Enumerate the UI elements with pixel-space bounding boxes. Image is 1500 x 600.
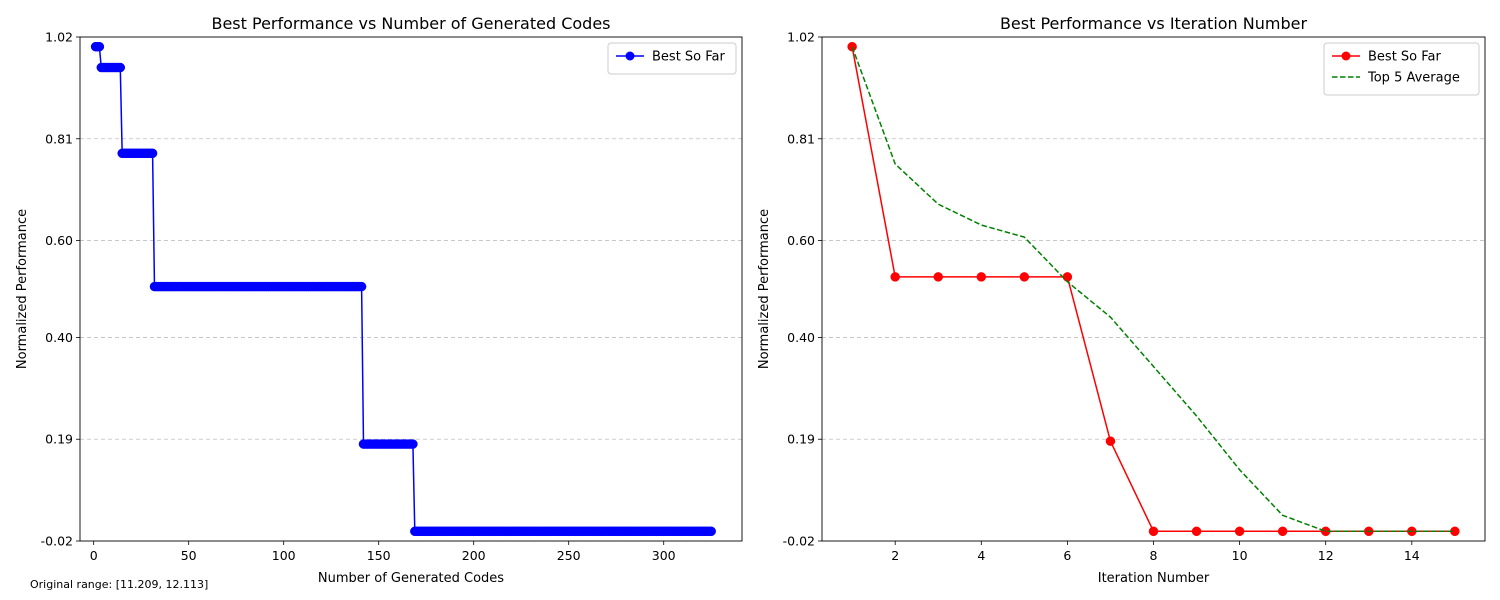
y-tick-label: 0.60: [45, 233, 73, 248]
data-point: [408, 439, 418, 449]
y-tick-label: 0.60: [787, 233, 815, 248]
legend-box: [1323, 42, 1480, 96]
y-tick-label: 0.81: [45, 131, 73, 146]
x-tick-label: 4: [977, 548, 985, 563]
data-point: [1191, 526, 1202, 537]
data-point: [1062, 272, 1073, 282]
y-tick-label: -0.02: [41, 534, 73, 549]
legend-marker: [1341, 51, 1351, 61]
x-tick-label: 50: [181, 548, 197, 563]
x-tick-label: 200: [462, 548, 486, 563]
x-axis-label: Number of Generated Codes: [318, 571, 504, 586]
x-tick-label: 250: [557, 548, 581, 563]
chart-title: Best Performance vs Iteration Number: [1000, 14, 1308, 33]
x-axis-label: Iteration Number: [1098, 571, 1210, 586]
data-point: [1105, 436, 1116, 446]
y-tick-label: 0.19: [787, 432, 815, 447]
plot-frame: [79, 36, 743, 542]
y-tick-label: 0.81: [787, 131, 815, 146]
y-tick-label: 0.19: [45, 432, 73, 447]
legend-marker: [625, 51, 635, 61]
data-point: [356, 281, 367, 292]
data-point: [1234, 526, 1245, 537]
plot-frame: [821, 36, 1486, 542]
legend-label: Best So Far: [652, 50, 726, 65]
x-tick-label: 2: [891, 548, 899, 563]
x-tick-label: 100: [272, 548, 296, 563]
data-point: [1277, 526, 1288, 537]
y-tick-label: 0.40: [787, 330, 815, 345]
data-point: [1019, 272, 1030, 282]
data-point: [976, 272, 987, 282]
right-chart: -0.02 0.19 0.40 0.60 0.81 1.02 2 4 6 8 10 12 14 Best …: [757, 14, 1486, 586]
data-point: [933, 272, 943, 282]
legend-box: [607, 42, 737, 75]
legend-label: Top 5 Average: [1367, 71, 1460, 86]
legend-label: Best So Far: [1368, 50, 1442, 65]
x-tick-label: 10: [1232, 548, 1248, 563]
y-axis-label: Normalized Performance: [757, 209, 772, 369]
y-tick-label: 0.40: [45, 330, 73, 345]
left-chart: -0.02 0.19 0.40 0.60 0.81 1.02 0 50 100 150 200 250…: [15, 14, 743, 586]
chart-title: Best Performance vs Number of Generated …: [211, 14, 610, 33]
x-tick-label: 150: [367, 548, 391, 563]
y-tick-label: -0.02: [783, 534, 815, 549]
data-point: [94, 41, 105, 52]
y-tick-label: 1.02: [45, 30, 73, 45]
x-tick-label: 12: [1318, 548, 1334, 563]
y-axis-label: Normalized Performance: [15, 209, 30, 369]
data-point: [706, 526, 716, 537]
series-line: [851, 46, 1455, 533]
data-point: [115, 62, 126, 73]
x-tick-label: 6: [1063, 548, 1071, 563]
data-point: [1148, 526, 1159, 537]
data-point: [147, 148, 158, 159]
y-tick-label: 1.02: [787, 30, 815, 45]
x-tick-label: 0: [90, 548, 98, 563]
x-tick-label: 8: [1150, 548, 1158, 563]
data-point: [890, 272, 900, 282]
x-tick-label: 300: [652, 548, 676, 563]
footnote: Original range: [11.209, 12.113]: [30, 578, 208, 591]
x-tick-label: 14: [1404, 548, 1420, 563]
